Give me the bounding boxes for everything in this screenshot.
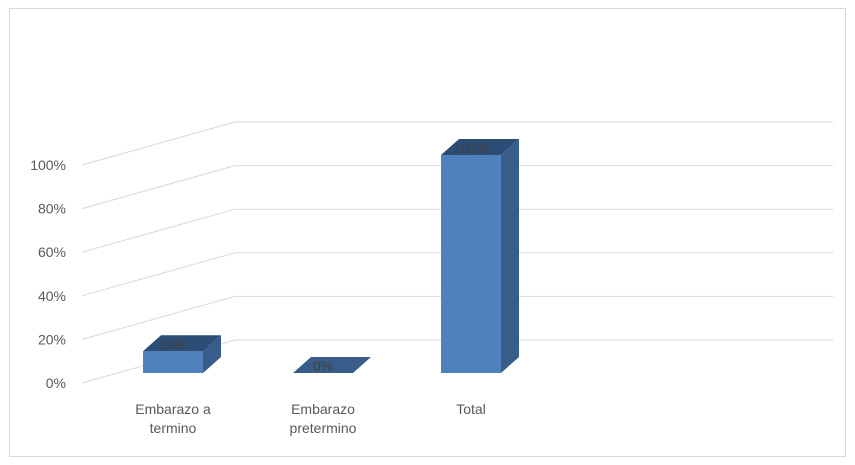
bar-top [293, 357, 371, 373]
x-category-label: Embarazo pretermino [290, 401, 357, 436]
x-category-label: Total [456, 401, 486, 417]
gridline [81, 121, 833, 166]
data-label: 0% [313, 358, 333, 374]
y-tick-label: 80% [38, 201, 66, 217]
gridline [81, 339, 833, 384]
bar-front [143, 351, 203, 373]
x-category-label: Embarazo a termino [135, 401, 211, 436]
data-label: 10% [159, 336, 187, 352]
x-category-label-line: pretermino [290, 420, 357, 436]
x-category-label-line: Embarazo [291, 401, 355, 417]
data-label: 100% [453, 140, 489, 156]
gridline [81, 208, 833, 253]
bar-top [441, 139, 519, 155]
gridline [81, 165, 833, 210]
bar-top [143, 335, 221, 352]
y-tick-label: 100% [30, 157, 66, 173]
bar-side [501, 139, 519, 373]
y-tick-label: 20% [38, 331, 66, 347]
bar-front [441, 155, 501, 373]
gridline [81, 252, 833, 297]
gridline [81, 295, 833, 340]
x-category-label-line: termino [150, 420, 197, 436]
y-tick-label: 0% [46, 375, 66, 391]
y-tick-label: 40% [38, 288, 66, 304]
bar-side [203, 335, 221, 373]
x-category-label-line: Embarazo a [135, 401, 211, 417]
chart-frame [9, 8, 846, 457]
x-category-label-line: Total [456, 401, 486, 417]
y-tick-label: 60% [38, 244, 66, 260]
